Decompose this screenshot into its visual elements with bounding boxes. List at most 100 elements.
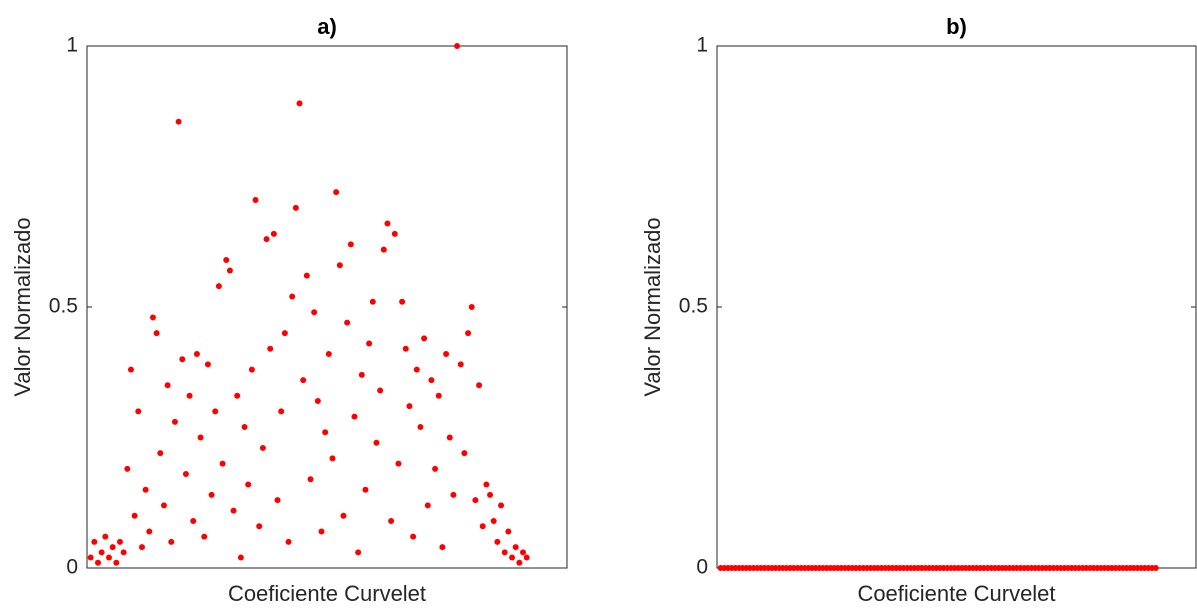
point bbox=[366, 340, 373, 347]
point bbox=[395, 460, 402, 467]
axes-box bbox=[716, 45, 1197, 569]
point bbox=[300, 377, 307, 384]
point bbox=[94, 559, 101, 566]
y-tick-label: 0 bbox=[66, 556, 78, 579]
point bbox=[490, 518, 497, 525]
point bbox=[443, 350, 450, 357]
chart-title: a) bbox=[317, 14, 337, 39]
point bbox=[322, 429, 329, 436]
point bbox=[197, 434, 204, 441]
point bbox=[234, 392, 241, 399]
point bbox=[102, 533, 109, 540]
point bbox=[487, 491, 494, 498]
point bbox=[267, 345, 274, 352]
point bbox=[351, 413, 358, 420]
point bbox=[413, 366, 420, 373]
point bbox=[1152, 565, 1159, 571]
point bbox=[270, 230, 277, 237]
point bbox=[417, 424, 424, 431]
point bbox=[230, 507, 237, 514]
point bbox=[388, 518, 395, 525]
chart-title: b) bbox=[946, 14, 967, 39]
point bbox=[168, 538, 175, 545]
point bbox=[523, 554, 530, 561]
point bbox=[303, 272, 310, 279]
y-tick-label: 1 bbox=[696, 34, 708, 57]
point bbox=[391, 230, 398, 237]
point bbox=[428, 377, 435, 384]
point bbox=[171, 418, 178, 425]
point bbox=[190, 518, 197, 525]
point bbox=[479, 523, 486, 530]
point bbox=[450, 491, 457, 498]
point bbox=[135, 408, 142, 415]
point bbox=[435, 392, 442, 399]
point bbox=[457, 361, 464, 368]
point bbox=[296, 100, 303, 107]
point bbox=[226, 267, 233, 274]
point bbox=[252, 196, 259, 203]
point bbox=[311, 309, 318, 316]
point bbox=[193, 350, 200, 357]
point bbox=[347, 241, 354, 248]
y-tick-label: 0.5 bbox=[49, 295, 78, 318]
point bbox=[274, 497, 281, 504]
point bbox=[256, 523, 263, 530]
point bbox=[325, 350, 332, 357]
point bbox=[318, 528, 325, 535]
point bbox=[175, 118, 182, 125]
point bbox=[131, 512, 138, 519]
point bbox=[483, 481, 490, 488]
point bbox=[336, 262, 343, 269]
point bbox=[373, 439, 380, 446]
point bbox=[91, 538, 98, 545]
point bbox=[340, 512, 347, 519]
point bbox=[212, 408, 219, 415]
point bbox=[153, 330, 160, 337]
point bbox=[278, 408, 285, 415]
point bbox=[208, 491, 215, 498]
point bbox=[358, 371, 365, 378]
point bbox=[399, 298, 406, 305]
point bbox=[505, 528, 512, 535]
point bbox=[142, 486, 149, 493]
point bbox=[138, 544, 145, 551]
point bbox=[149, 314, 156, 321]
point bbox=[494, 538, 501, 545]
x-axis-label: Coeficiente Curvelet bbox=[857, 581, 1055, 606]
point bbox=[116, 538, 123, 545]
y-tick-label: 1 bbox=[66, 34, 78, 57]
point bbox=[329, 455, 336, 462]
point bbox=[355, 549, 362, 556]
point bbox=[215, 283, 222, 290]
point bbox=[263, 236, 270, 243]
point bbox=[512, 544, 519, 551]
point bbox=[307, 476, 314, 483]
point bbox=[204, 361, 211, 368]
point bbox=[245, 481, 252, 488]
subplot: 0 0.5 1 a) Coeficiente Curvelet Valor Normali… bbox=[10, 14, 568, 606]
y-axis-label: Valor Normalizado bbox=[10, 217, 35, 396]
point bbox=[113, 559, 120, 566]
point bbox=[421, 335, 428, 342]
point bbox=[292, 204, 299, 211]
point bbox=[501, 549, 508, 556]
y-tick-label: 0.5 bbox=[679, 295, 708, 318]
point bbox=[454, 43, 461, 49]
point bbox=[98, 549, 105, 556]
point bbox=[472, 497, 479, 504]
point bbox=[259, 444, 266, 451]
point bbox=[285, 538, 292, 545]
point bbox=[241, 424, 248, 431]
point bbox=[105, 554, 112, 561]
point bbox=[344, 319, 351, 326]
point bbox=[509, 554, 516, 561]
point bbox=[219, 460, 226, 467]
x-axis-label: Coeficiente Curvelet bbox=[228, 581, 426, 606]
point bbox=[146, 528, 153, 535]
axes-box bbox=[86, 45, 568, 569]
point bbox=[498, 502, 505, 509]
point bbox=[377, 387, 384, 394]
point bbox=[384, 220, 391, 227]
